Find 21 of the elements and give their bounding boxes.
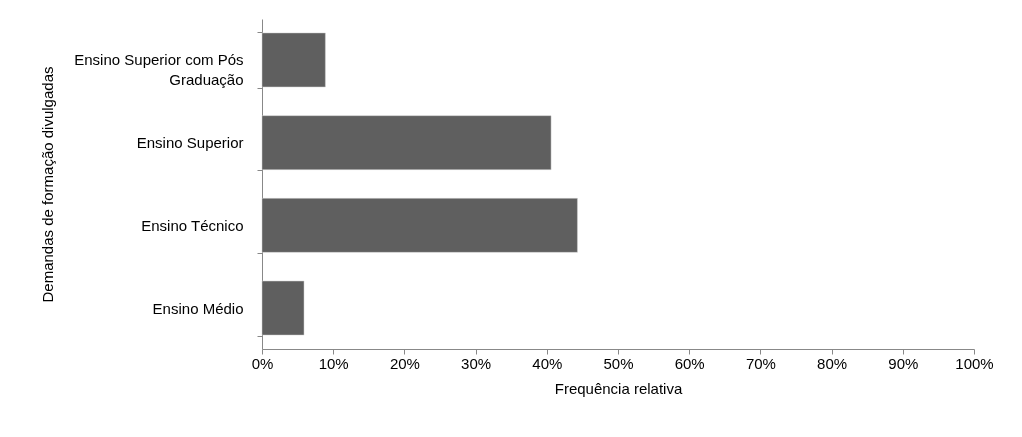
x-axis-title: Frequência relativa [554, 379, 683, 397]
x-tick-label: 70% [745, 354, 776, 372]
x-tick-label: 40% [532, 354, 563, 372]
x-tick-label: 30% [461, 354, 492, 372]
y-axis-title: Demandas de formação divulgadas [39, 66, 57, 303]
bar [261, 280, 305, 336]
y-tick-label: Ensino Técnico [141, 216, 244, 234]
x-tick-label: 90% [888, 354, 919, 372]
x-tick-label: 100% [955, 354, 994, 372]
bar [261, 198, 578, 253]
x-tick-label: 50% [603, 354, 634, 372]
x-tick-label: 80% [817, 354, 848, 372]
x-tick-label: 60% [674, 354, 705, 372]
x-tick-label: 20% [389, 354, 420, 372]
y-tick-label: Ensino Médio [152, 299, 244, 317]
y-tick-label: Ensino Superior [136, 134, 244, 152]
x-tick-label: 10% [318, 354, 349, 372]
bar [261, 115, 552, 170]
y-tick-label: Ensino Superior com Pós Graduação [74, 51, 244, 89]
bar [261, 32, 326, 88]
x-tick-label: 0% [251, 354, 274, 372]
